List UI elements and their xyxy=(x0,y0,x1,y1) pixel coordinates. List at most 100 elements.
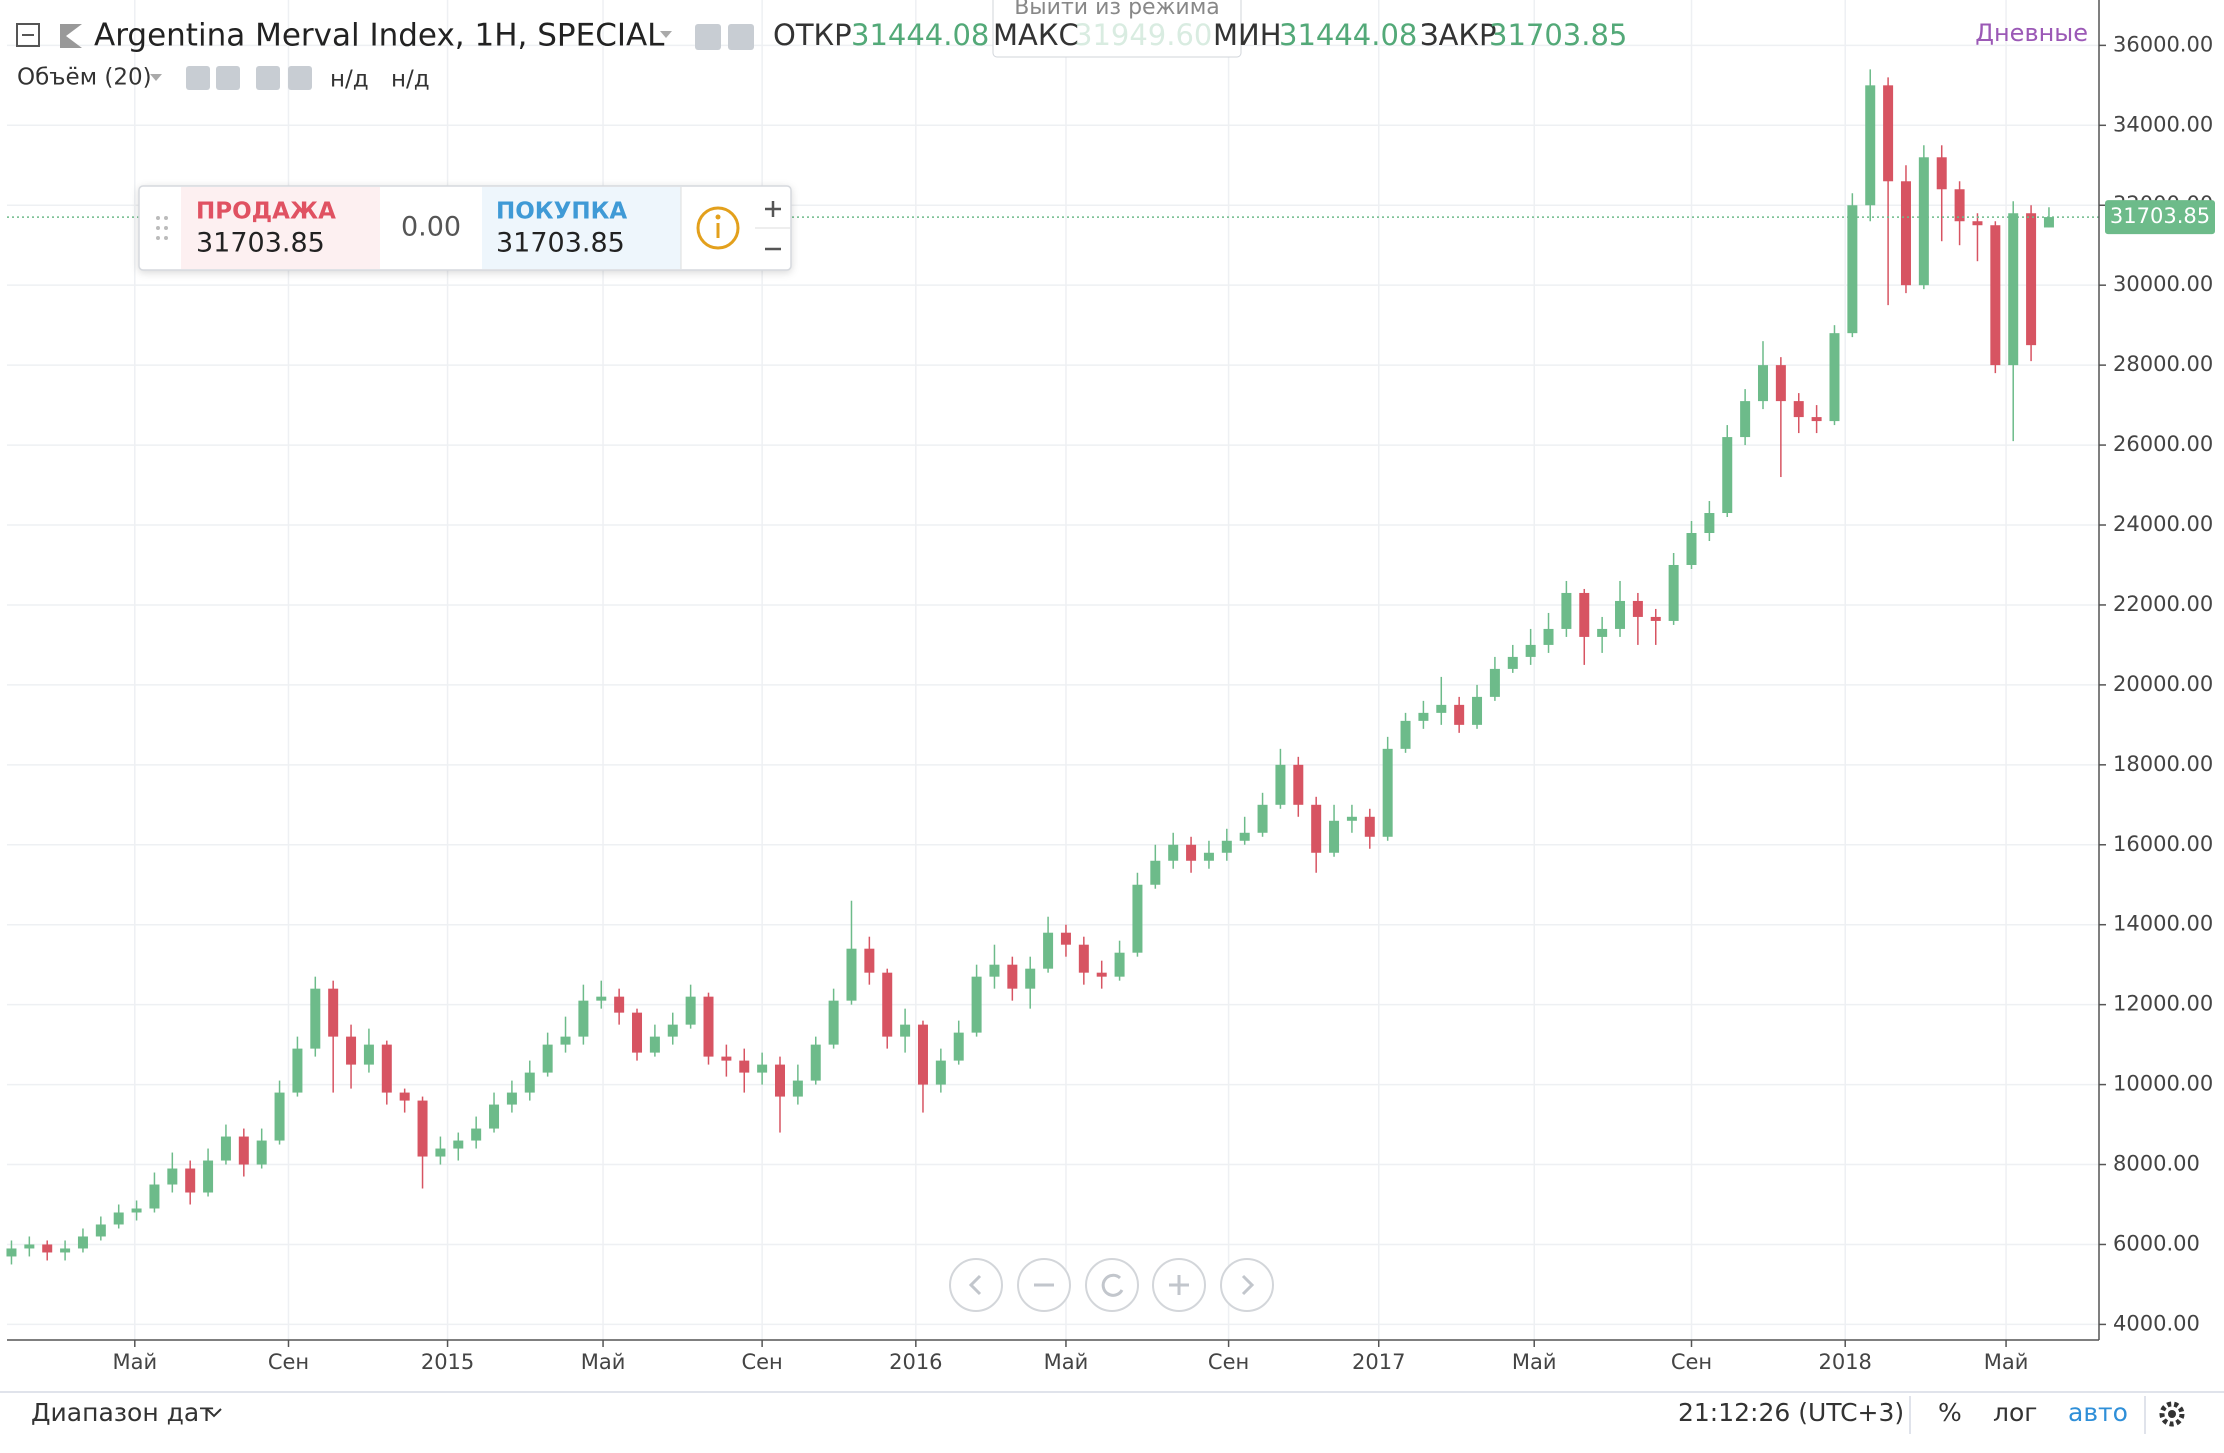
trade-widget: ПРОДАЖА 31703.85 0.00 ПОКУПКА 31703.85 xyxy=(138,185,792,271)
candle-body xyxy=(1990,225,2001,366)
candle-body xyxy=(131,1208,142,1213)
x-tick-label: 2017 xyxy=(1352,1350,1405,1374)
spread: 0.00 xyxy=(401,212,461,243)
settings-gear[interactable] xyxy=(2159,1401,2185,1427)
candle-body xyxy=(310,988,321,1049)
candle-body xyxy=(1329,820,1340,853)
dropdown-arrow[interactable] xyxy=(660,31,672,38)
drag-dot xyxy=(164,236,168,240)
candle-body xyxy=(435,1148,446,1157)
x-tick-label: Май xyxy=(112,1350,157,1374)
tooltip-text: Выйти из режима xyxy=(1014,0,1220,20)
date-range-button[interactable]: Диапазон дат xyxy=(31,1398,214,1427)
reset-button[interactable] xyxy=(1085,1258,1139,1312)
y-tick-label: 4000.00 xyxy=(2113,1311,2200,1335)
candle-body xyxy=(453,1140,464,1149)
candle-body xyxy=(1346,816,1357,821)
candle-body xyxy=(203,1160,214,1193)
candle-body xyxy=(1525,644,1536,657)
low-value: 31444.08 xyxy=(1279,18,1417,52)
candle-body xyxy=(1722,437,1733,514)
candle-body xyxy=(2043,217,2054,228)
flag-icon[interactable] xyxy=(60,24,82,48)
x-tick-label: Май xyxy=(581,1350,626,1374)
y-tick-label: 30000.00 xyxy=(2113,272,2213,296)
candle-body xyxy=(1472,696,1483,725)
icon xyxy=(1169,1275,1189,1295)
candle-body xyxy=(1597,628,1608,637)
eye-icon[interactable] xyxy=(695,24,721,50)
low-label: МИН xyxy=(1213,18,1282,52)
candle-body xyxy=(1275,764,1286,805)
candle-body xyxy=(1400,720,1411,749)
candle-body xyxy=(1168,844,1179,861)
x-tick-label: Сен xyxy=(741,1350,782,1374)
open-value: 31444.08 xyxy=(851,18,989,52)
buy-area[interactable] xyxy=(482,187,681,269)
candle-body xyxy=(578,1000,589,1037)
auto-toggle[interactable]: авто xyxy=(2068,1398,2128,1427)
candle-body xyxy=(953,1032,964,1061)
candle-body xyxy=(792,1080,803,1097)
settings-gear-center xyxy=(2168,1410,2176,1418)
candle-body xyxy=(1686,533,1697,565)
y-tick-label: 34000.00 xyxy=(2113,112,2213,136)
candle-body xyxy=(256,1140,267,1165)
add-icon[interactable] xyxy=(256,66,280,90)
candle-body xyxy=(1025,968,1036,989)
log-toggle[interactable]: лог xyxy=(1993,1398,2037,1427)
candle-body xyxy=(1418,712,1429,721)
settings-icon[interactable] xyxy=(728,24,754,50)
percent-toggle[interactable]: % xyxy=(1938,1398,1962,1427)
candle-body xyxy=(542,1044,553,1073)
sell-label: ПРОДАЖА xyxy=(196,199,336,225)
candle-body xyxy=(77,1236,88,1249)
plus-button[interactable] xyxy=(765,201,781,217)
volume-value: н/д xyxy=(330,67,369,93)
y-tick-label: 8000.00 xyxy=(2113,1152,2200,1176)
candle-body xyxy=(1364,816,1375,837)
icon xyxy=(1101,1273,1124,1297)
candle-body xyxy=(900,1024,911,1037)
info-icon[interactable] xyxy=(696,206,740,250)
candle-body xyxy=(1936,157,1947,190)
x-tick-label: 2018 xyxy=(1818,1350,1871,1374)
drag-dot xyxy=(156,226,160,230)
candle-body xyxy=(1257,804,1268,833)
candle-body xyxy=(1293,764,1304,805)
dropdown-arrow[interactable] xyxy=(150,74,162,81)
candle-body xyxy=(1150,860,1161,885)
candle-body xyxy=(1632,600,1643,617)
candle-body xyxy=(917,1024,928,1085)
candle-body xyxy=(1203,852,1214,861)
chart-title: Argentina Merval Index, 1H, SPECIAL xyxy=(94,18,665,54)
sell-price: 31703.85 xyxy=(196,228,325,259)
candle-body xyxy=(1954,189,1965,222)
axes: 4000.00 6000.00 8000.00 10000.00 12000.00 140… xyxy=(112,32,2215,1374)
collapse-icon[interactable] xyxy=(16,23,40,47)
x-tick-label: Сен xyxy=(1671,1350,1712,1374)
candle-body xyxy=(471,1128,482,1141)
candle-body xyxy=(649,1036,660,1053)
candle-body xyxy=(399,1092,410,1101)
candle-body xyxy=(185,1168,196,1193)
drag-dot xyxy=(164,226,168,230)
candle-body xyxy=(60,1248,71,1253)
scroll-right-button[interactable] xyxy=(1220,1258,1274,1312)
drag-dot xyxy=(156,216,160,220)
candle-body xyxy=(1865,85,1876,206)
candle-body xyxy=(703,996,714,1057)
candle-body xyxy=(1829,333,1840,422)
candle-body xyxy=(363,1044,374,1065)
remove-icon[interactable] xyxy=(288,66,312,90)
settings-icon[interactable] xyxy=(216,66,240,90)
scroll-left-button[interactable] xyxy=(949,1258,1003,1312)
x-tick-label: Сен xyxy=(1208,1350,1249,1374)
mode-label[interactable]: Дневные xyxy=(1975,19,2088,47)
eye-icon[interactable] xyxy=(186,66,210,90)
sell-area[interactable] xyxy=(181,187,380,269)
candle-body xyxy=(1382,748,1393,837)
candle-body xyxy=(1043,932,1054,969)
candle-body xyxy=(417,1100,428,1157)
